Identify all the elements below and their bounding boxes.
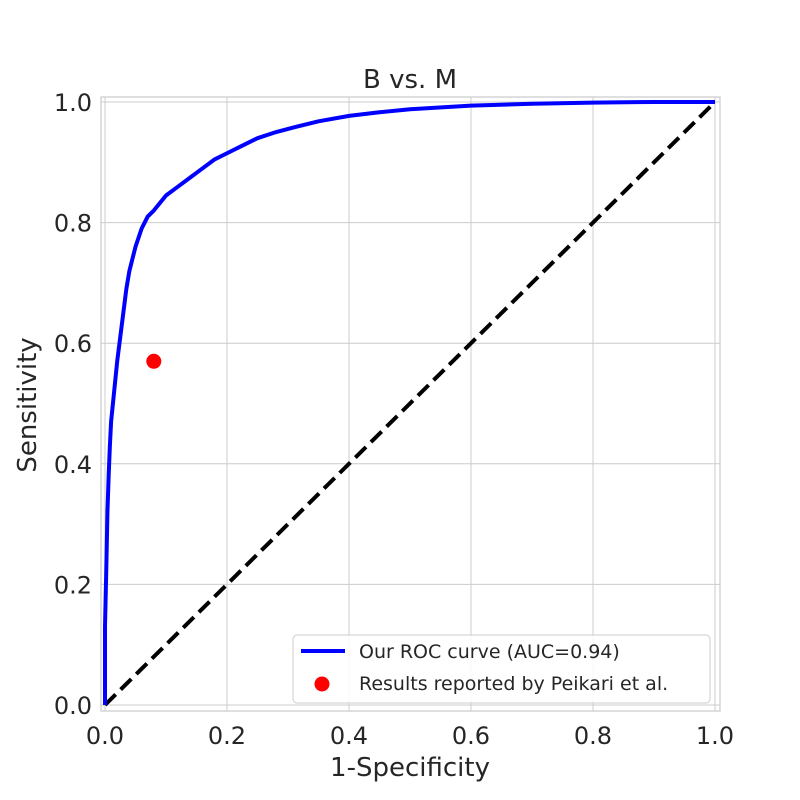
x-tick-label: 0.6 [452,722,490,750]
y-tick-label: 0.4 [54,451,92,479]
chart-title: B vs. M [363,65,457,95]
x-tick-label: 0.4 [330,722,368,750]
peikari-result-point [146,353,162,369]
legend-peikari-swatch [314,676,330,692]
y-tick-label: 1.0 [54,89,92,117]
legend-roc-label: Our ROC curve (AUC=0.94) [359,641,620,663]
roc-curve-line [103,100,715,705]
legend: Our ROC curve (AUC=0.94) Results reporte… [292,634,711,704]
x-axis-label: 1-Specificity [330,753,490,783]
chart-marks [103,100,717,707]
tick-labels: 0.0 0.2 0.4 0.6 0.8 1.0 0.0 0.2 0.4 0.6 0.8 1.0 [54,89,734,750]
x-tick-label: 0.0 [86,722,124,750]
y-axis-label: Sensitivity [13,337,43,472]
x-tick-label: 1.0 [696,722,734,750]
y-tick-label: 0.2 [54,571,92,599]
legend-box [292,634,711,704]
x-tick-label: 0.2 [208,722,246,750]
y-tick-label: 0.0 [54,692,92,720]
y-tick-label: 0.6 [54,330,92,358]
x-tick-label: 0.8 [574,722,612,750]
legend-peikari-label: Results reported by Peikari et al. [359,673,668,695]
chance-diagonal-line [103,100,717,707]
y-tick-label: 0.8 [54,210,92,238]
